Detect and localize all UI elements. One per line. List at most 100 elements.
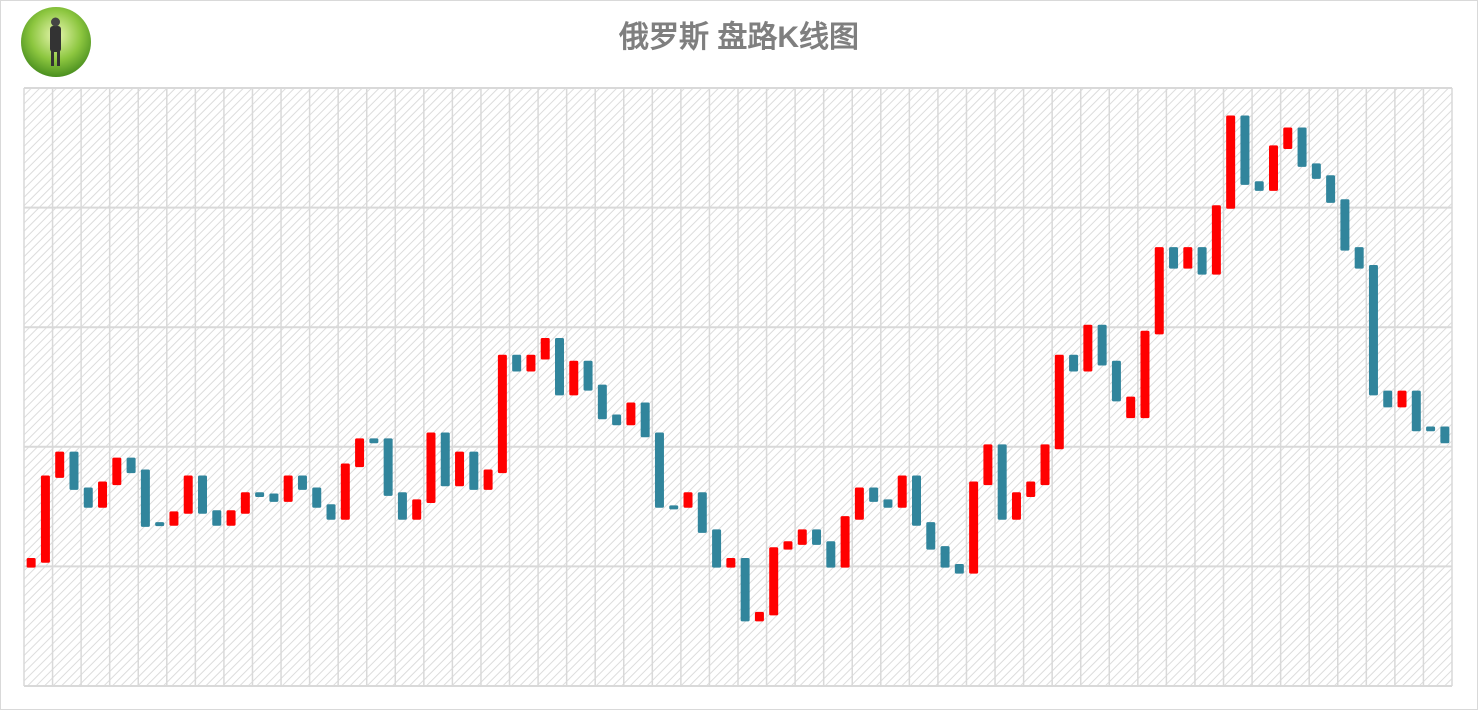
candle	[69, 451, 79, 490]
candle	[326, 504, 336, 520]
candle	[640, 402, 650, 438]
candle	[1426, 426, 1436, 432]
candle	[40, 475, 50, 563]
candle	[183, 475, 193, 514]
candle	[1383, 390, 1393, 408]
candle	[969, 481, 979, 574]
candle	[1311, 163, 1321, 179]
candle	[897, 475, 907, 508]
candle	[1054, 354, 1064, 450]
candle	[983, 444, 993, 486]
candle	[1083, 324, 1093, 372]
candle	[112, 457, 122, 486]
candle	[1197, 247, 1207, 275]
candle	[497, 354, 507, 474]
candle	[1326, 175, 1336, 203]
candle	[626, 402, 636, 426]
candle	[783, 541, 793, 550]
candle	[355, 438, 365, 468]
chart-title: 俄罗斯 盘路K线图	[618, 20, 859, 54]
candle	[426, 432, 436, 504]
candle	[1097, 324, 1107, 366]
candle	[712, 529, 722, 568]
candle	[1183, 247, 1193, 269]
candle	[1240, 115, 1250, 185]
candle	[926, 522, 936, 550]
candle	[155, 522, 165, 527]
candle	[1140, 330, 1150, 419]
candle	[1297, 127, 1307, 167]
candle	[83, 487, 93, 508]
candle	[512, 354, 522, 372]
candle	[654, 432, 664, 508]
candle	[612, 414, 622, 426]
candle	[669, 505, 679, 510]
candle	[1226, 115, 1236, 209]
candle	[912, 475, 921, 526]
candle	[526, 354, 536, 372]
candle	[797, 529, 807, 545]
candle	[1354, 247, 1364, 269]
candle	[1440, 426, 1450, 444]
candle	[455, 451, 465, 487]
candle	[283, 475, 293, 502]
candle	[198, 475, 207, 514]
candle	[1368, 265, 1378, 396]
candle	[1026, 481, 1036, 498]
candle	[726, 558, 736, 568]
candle	[412, 499, 422, 520]
candle	[740, 558, 750, 622]
candle	[569, 360, 579, 396]
candle	[1211, 205, 1221, 275]
candle	[226, 510, 236, 526]
candle	[697, 492, 707, 533]
candle	[940, 546, 950, 568]
candle	[1283, 127, 1293, 149]
candle	[1254, 181, 1264, 191]
candle	[55, 451, 65, 478]
candle	[1069, 354, 1079, 372]
candle	[383, 438, 393, 496]
candle	[440, 432, 450, 487]
candle	[840, 516, 850, 568]
candle	[26, 558, 36, 568]
candle	[555, 337, 564, 396]
candle	[397, 492, 407, 520]
candle	[1154, 247, 1164, 335]
candle	[1269, 145, 1278, 191]
candle	[98, 481, 108, 508]
candle	[1126, 396, 1136, 419]
candle	[255, 492, 265, 498]
avatar	[21, 7, 91, 77]
candle	[369, 438, 379, 444]
candle	[954, 564, 964, 574]
candle	[1397, 390, 1407, 408]
candle	[140, 469, 150, 527]
candle	[683, 492, 693, 508]
candle	[754, 611, 764, 622]
candle	[297, 475, 307, 490]
candle	[869, 487, 879, 502]
candle	[583, 360, 593, 391]
candle	[212, 510, 222, 526]
candle	[812, 529, 822, 545]
candle	[1411, 390, 1421, 432]
candle	[1169, 247, 1179, 269]
candle	[854, 487, 864, 520]
candle	[169, 511, 179, 526]
candle	[883, 499, 893, 508]
candle	[1040, 444, 1050, 486]
candle	[1011, 492, 1021, 520]
candle	[312, 487, 322, 508]
candle	[483, 469, 493, 490]
candle	[340, 463, 350, 520]
candle	[269, 493, 279, 502]
candle	[997, 444, 1007, 520]
candle	[469, 451, 479, 490]
candle	[240, 492, 250, 514]
candle	[769, 547, 779, 616]
candle	[540, 337, 550, 360]
candle	[1340, 199, 1350, 251]
candle	[126, 457, 136, 474]
